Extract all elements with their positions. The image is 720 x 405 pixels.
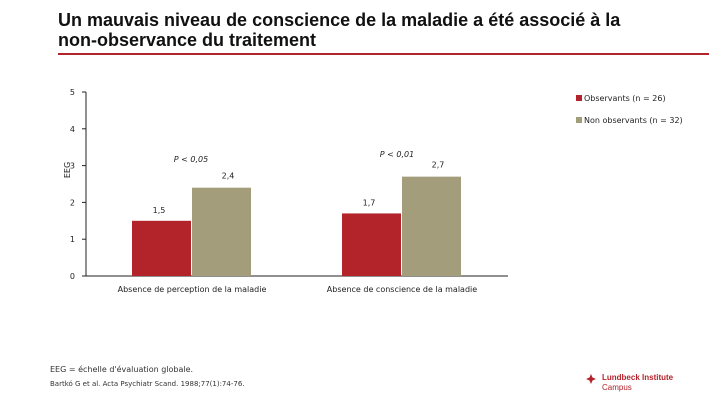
footnote-abbreviation: EEG = échelle d'évaluation globale. bbox=[50, 365, 194, 374]
y-axis-label: EEG bbox=[63, 162, 72, 178]
logo-text-line-1: Lundbeck Institute bbox=[602, 373, 674, 382]
legend-swatch bbox=[576, 117, 582, 123]
y-tick-label: 5 bbox=[70, 88, 75, 97]
logo-mark-icon bbox=[586, 374, 596, 384]
y-tick-label: 0 bbox=[70, 272, 75, 281]
x-category-label: Absence de perception de la maladie bbox=[118, 285, 267, 294]
legend-label: Observants (n = 26) bbox=[584, 94, 666, 103]
data-label: 1,5 bbox=[153, 206, 166, 215]
bar-observants bbox=[132, 220, 191, 276]
slide-title: Un mauvais niveau de conscience de la ma… bbox=[58, 10, 698, 50]
bar-non-observants bbox=[192, 187, 251, 276]
logo-text-line-2: Campus bbox=[602, 383, 632, 392]
title-line-1: Un mauvais niveau de conscience de la ma… bbox=[58, 10, 621, 30]
x-category-label: Absence de conscience de la maladie bbox=[327, 285, 477, 294]
bar-observants bbox=[342, 213, 401, 276]
footnote-reference: Bartkó G et al. Acta Psychiatr Scand. 19… bbox=[50, 380, 245, 388]
y-tick-label: 2 bbox=[70, 198, 75, 207]
title-divider bbox=[58, 53, 709, 55]
bar-non-observants bbox=[402, 176, 461, 276]
lundbeck-logo: Lundbeck Institute Campus bbox=[586, 373, 696, 393]
data-label: 2,7 bbox=[432, 161, 445, 170]
data-label: 2,4 bbox=[222, 172, 235, 181]
data-label: 1,7 bbox=[363, 198, 376, 207]
significance-annotation: P < 0,05 bbox=[174, 155, 208, 164]
title-line-2: non-observance du traitement bbox=[58, 30, 317, 50]
significance-annotation: P < 0,01 bbox=[380, 150, 414, 159]
legend-swatch bbox=[576, 95, 582, 101]
legend-label: Non observants (n = 32) bbox=[584, 116, 683, 125]
y-tick-label: 3 bbox=[70, 162, 75, 171]
y-tick-label: 1 bbox=[70, 235, 75, 244]
y-tick-label: 4 bbox=[70, 125, 75, 134]
